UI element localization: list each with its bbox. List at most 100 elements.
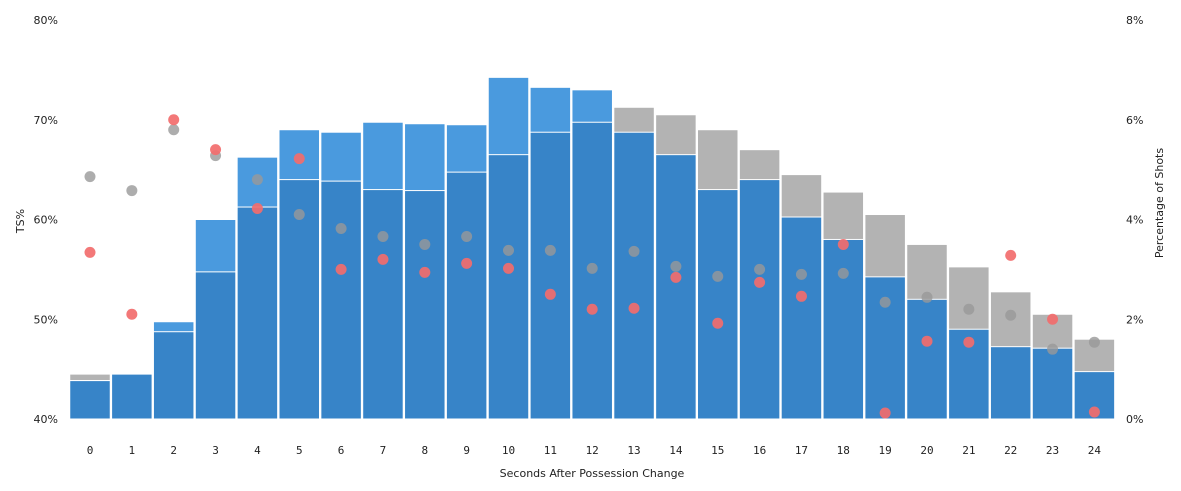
bars-layer xyxy=(69,76,1116,420)
bar-s2-20 xyxy=(906,298,948,420)
left-tick-3: 70% xyxy=(34,114,58,127)
x-tick-18: 18 xyxy=(837,444,850,457)
x-tick-12: 12 xyxy=(586,444,599,457)
dot-s0-9 xyxy=(461,230,473,242)
dot-s0-16 xyxy=(754,263,766,275)
x-tick-17: 17 xyxy=(795,444,808,457)
right-tick-0: 0% xyxy=(1126,413,1143,426)
x-tick-23: 23 xyxy=(1046,444,1059,457)
right-axis: 0% 2% 4% 6% 8% xyxy=(1126,14,1143,426)
bar-s2-17 xyxy=(780,216,823,420)
x-axis-title: Seconds After Possession Change xyxy=(500,467,685,480)
x-tick-15: 15 xyxy=(711,444,724,457)
right-tick-2: 4% xyxy=(1126,214,1143,227)
bar-s2-18 xyxy=(822,238,865,420)
dot-s1-2 xyxy=(168,114,180,126)
x-tick-9: 9 xyxy=(463,444,470,457)
dot-s0-17 xyxy=(795,268,807,280)
dot-s1-9 xyxy=(461,257,473,269)
dot-s1-12 xyxy=(586,303,598,315)
x-tick-2: 2 xyxy=(170,444,177,457)
x-tick-14: 14 xyxy=(669,444,683,457)
dot-s0-20 xyxy=(921,291,933,303)
bar-s2-23 xyxy=(1031,347,1074,420)
dot-s1-18 xyxy=(837,238,849,250)
dot-s1-6 xyxy=(335,263,347,275)
dot-s1-10 xyxy=(503,262,514,274)
left-tick-0: 40% xyxy=(34,413,58,426)
dot-s0-8 xyxy=(419,238,431,250)
dot-s1-20 xyxy=(921,335,933,347)
right-tick-4: 8% xyxy=(1126,14,1143,27)
dot-s0-7 xyxy=(377,230,389,242)
x-tick-24: 24 xyxy=(1088,444,1102,457)
left-axis: 40% 50% 60% 70% 80% xyxy=(34,14,58,426)
dot-s1-14 xyxy=(670,271,682,283)
dot-s1-13 xyxy=(628,302,640,314)
right-tick-1: 2% xyxy=(1126,313,1143,326)
left-tick-4: 80% xyxy=(34,14,58,27)
dot-s1-0 xyxy=(84,246,96,258)
dot-s0-13 xyxy=(628,245,640,257)
bar-s2-2 xyxy=(152,331,195,420)
dot-s0-12 xyxy=(586,262,598,274)
dot-s0-10 xyxy=(503,244,514,256)
x-tick-5: 5 xyxy=(296,444,303,457)
left-tick-1: 50% xyxy=(34,313,58,326)
dot-s1-8 xyxy=(419,266,431,278)
x-tick-10: 10 xyxy=(502,444,515,457)
x-tick-13: 13 xyxy=(627,444,640,457)
x-tick-20: 20 xyxy=(920,444,933,457)
dot-s1-1 xyxy=(126,308,138,320)
dot-s1-17 xyxy=(795,290,807,302)
dot-s1-5 xyxy=(293,153,305,165)
x-tick-22: 22 xyxy=(1004,444,1017,457)
dot-s1-19 xyxy=(879,407,891,419)
right-tick-3: 6% xyxy=(1126,114,1143,127)
bar-s2-3 xyxy=(194,271,237,420)
dot-s0-15 xyxy=(712,270,724,282)
bar-s2-9 xyxy=(445,171,488,420)
dot-s1-21 xyxy=(963,336,975,348)
x-tick-6: 6 xyxy=(338,444,345,457)
dot-s0-14 xyxy=(670,260,682,272)
dot-s0-6 xyxy=(335,222,347,234)
dot-s1-7 xyxy=(377,253,389,265)
dot-s1-16 xyxy=(754,276,766,288)
x-tick-11: 11 xyxy=(544,444,557,457)
bar-s2-14 xyxy=(655,154,697,420)
bar-s2-7 xyxy=(362,189,404,420)
bar-s2-4 xyxy=(236,206,279,420)
bar-s2-13 xyxy=(613,131,655,420)
dot-s0-11 xyxy=(544,244,556,256)
dot-s0-18 xyxy=(837,267,849,279)
dot-s0-4 xyxy=(251,174,263,186)
dot-s0-21 xyxy=(963,303,975,315)
dot-s1-23 xyxy=(1047,313,1059,325)
dot-s1-4 xyxy=(251,203,263,215)
x-tick-7: 7 xyxy=(380,444,387,457)
bar-s2-6 xyxy=(320,180,362,420)
dot-s0-0 xyxy=(84,171,96,183)
bar-s2-1 xyxy=(111,373,153,420)
dot-s1-15 xyxy=(712,317,724,329)
x-tick-8: 8 xyxy=(421,444,428,457)
bar-s2-10 xyxy=(487,154,530,420)
x-tick-3: 3 xyxy=(212,444,219,457)
dot-s1-24 xyxy=(1088,406,1100,418)
dot-s0-1 xyxy=(126,185,138,197)
dot-s0-24 xyxy=(1088,336,1100,348)
x-tick-21: 21 xyxy=(962,444,975,457)
x-axis: 0 1 2 3 4 5 6 7 8 9 10 11 12 13 14 15 16 17 18 19 20 21 22 23 24 xyxy=(87,444,1102,457)
left-tick-2: 60% xyxy=(34,214,58,227)
dot-s0-22 xyxy=(1005,309,1017,321)
dot-s1-11 xyxy=(544,288,556,300)
x-tick-1: 1 xyxy=(129,444,136,457)
x-tick-19: 19 xyxy=(879,444,892,457)
left-axis-title: TS% xyxy=(14,209,27,234)
dot-s1-3 xyxy=(210,144,222,156)
bar-s2-8 xyxy=(404,190,446,420)
x-tick-0: 0 xyxy=(87,444,94,457)
bar-s2-0 xyxy=(69,380,111,420)
